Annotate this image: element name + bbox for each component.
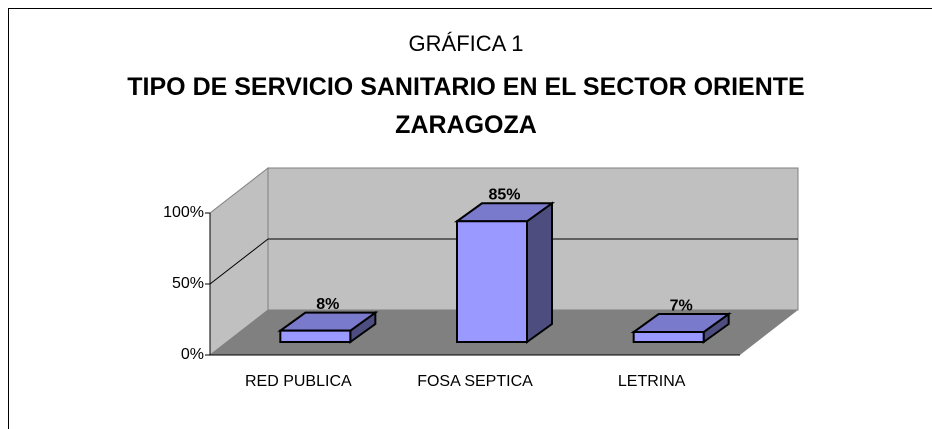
bar [453,201,556,344]
bar-front [632,331,705,343]
bar-side [526,201,553,344]
bar [277,310,379,344]
value-label: 8% [316,296,339,313]
y-tick-label: 50% [172,275,204,292]
y-tick-label: 100% [163,204,204,221]
chart-title: TIPO DE SERVICIO SANITARIO EN EL SECTOR … [127,73,805,139]
chart-heading: GRÁFICA 1 [409,31,524,56]
x-tick-label: RED PUBLICA [245,373,352,390]
bar-front [456,220,528,343]
grid-line [209,238,269,285]
value-label: 85% [488,187,520,204]
value-label: 7% [670,297,693,314]
bar-front [279,329,352,343]
frame [8,8,932,429]
y-tick-label: 0% [181,346,204,363]
x-tick-label: FOSA SEPTICA [417,373,533,390]
x-tick-label: LETRINA [618,373,686,390]
bar [630,312,732,344]
